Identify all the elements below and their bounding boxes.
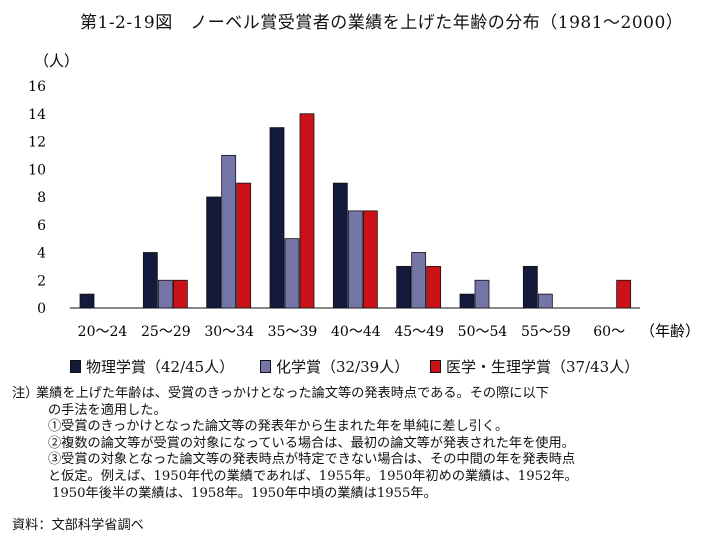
note-text: 1950年後半の業績は、1958年。1950年中頃の業績は1955年。 <box>52 485 437 501</box>
legend: 物理学賞（42/45人） 化学賞（32/39人） 医学・生理学賞（37/43人） <box>70 356 720 380</box>
legend-swatch <box>430 360 441 373</box>
bar <box>396 265 412 309</box>
note-line: の手法を適用した。 <box>12 403 712 420</box>
x-tick-label: 40～44 <box>331 324 381 340</box>
x-axis-label: （年齢） <box>640 322 700 340</box>
x-tick-label: 55～59 <box>521 324 571 340</box>
note-line: 注） 業績を上げた年齢は、受賞のきっかけとなった論文等の発表時点である。その際に以… <box>12 386 712 403</box>
note-text: の手法を適用した。 <box>48 402 167 418</box>
y-tick-label: 0 <box>37 301 46 317</box>
x-tick-label: 30～34 <box>204 324 254 340</box>
bar <box>206 196 222 309</box>
legend-label: 医学・生理学賞（37/43人） <box>446 358 640 376</box>
y-tick-label: 10 <box>28 162 46 178</box>
bar <box>474 279 490 309</box>
legend-label: 化学賞（32/39人） <box>276 358 410 376</box>
note-text: ②複数の論文等が受賞の対象になっている場合は、最初の論文等が発表された年を使用。 <box>48 435 575 451</box>
x-tick-label: 60～ <box>593 324 625 340</box>
bar <box>142 252 158 309</box>
note-text: ①受賞のきっかけとなった論文等の発表年から生まれた年を単純に差し引く。 <box>48 419 509 435</box>
note-line: ③受賞の対象となった論文等の発表時点が特定できない場合は、その中間の年を発表時点 <box>12 452 712 469</box>
bar <box>616 279 632 309</box>
y-tick-label: 2 <box>37 273 46 289</box>
source-note: 資料：文部科学省調べ <box>12 518 144 533</box>
bar <box>79 293 95 309</box>
bar <box>284 238 300 309</box>
chart: （人） 16 14 12 10 8 6 4 2 0 20～24 25～29 30～34 35～39 40～4… <box>28 52 700 340</box>
note-text: 業績を上げた年齢は、受賞のきっかけとなった論文等の発表時点である。その際に以下 <box>36 386 549 401</box>
bar <box>269 127 285 309</box>
bar <box>537 293 553 309</box>
y-tick-label: 14 <box>28 107 46 123</box>
note-line: ②複数の論文等が受賞の対象になっている場合は、最初の論文等が発表された年を使用。 <box>12 436 712 453</box>
x-tick-label: 45～49 <box>394 324 444 340</box>
chart-title: 第1-2-19図 ノーベル賞受賞者の業績を上げた年齢の分布（1981～2000） <box>80 13 684 33</box>
bar <box>157 279 173 309</box>
y-tick-label: 12 <box>28 135 46 151</box>
note-line: と仮定。例えば、1950年代の業績であれば、1955年。1950年初めの業績は、… <box>12 469 712 486</box>
y-tick-label: 8 <box>37 190 46 206</box>
bar <box>332 182 348 309</box>
bar <box>459 293 475 309</box>
x-tick-label: 50～54 <box>458 324 508 340</box>
bar <box>347 210 363 309</box>
legend-swatch <box>260 360 271 373</box>
bar <box>299 113 315 309</box>
y-tick-label: 4 <box>37 246 46 262</box>
legend-label: 物理学賞（42/45人） <box>86 358 235 376</box>
x-tick-label: 20～24 <box>78 324 128 340</box>
legend-item: 化学賞（32/39人） <box>260 356 409 377</box>
legend-swatch <box>70 360 81 373</box>
x-tick-label: 25～29 <box>141 324 191 340</box>
bar <box>522 265 538 309</box>
bar <box>362 210 378 309</box>
note-prefix: 注） <box>12 386 39 401</box>
bar <box>426 265 442 309</box>
legend-item: 医学・生理学賞（37/43人） <box>430 356 639 377</box>
legend-item: 物理学賞（42/45人） <box>70 356 234 377</box>
note-line: 1950年後半の業績は、1958年。1950年中頃の業績は1955年。 <box>12 486 712 503</box>
note-text: ③受賞の対象となった論文等の発表時点が特定できない場合は、その中間の年を発表時点 <box>48 452 576 468</box>
bar <box>411 252 427 309</box>
note-text: と仮定。例えば、1950年代の業績であれば、1955年。1950年初めの業績は、… <box>48 468 578 484</box>
y-tick-label: 6 <box>37 218 46 234</box>
y-tick-label: 16 <box>28 79 46 95</box>
x-tick-label: 35～39 <box>268 324 318 340</box>
bar <box>172 279 188 309</box>
bar <box>221 154 237 309</box>
notes: 注） 業績を上げた年齢は、受賞のきっかけとなった論文等の発表時点である。その際に以… <box>12 386 712 502</box>
y-axis-label: （人） <box>34 52 79 70</box>
note-line: ①受賞のきっかけとなった論文等の発表年から生まれた年を単純に差し引く。 <box>12 419 712 436</box>
bar <box>236 182 252 309</box>
